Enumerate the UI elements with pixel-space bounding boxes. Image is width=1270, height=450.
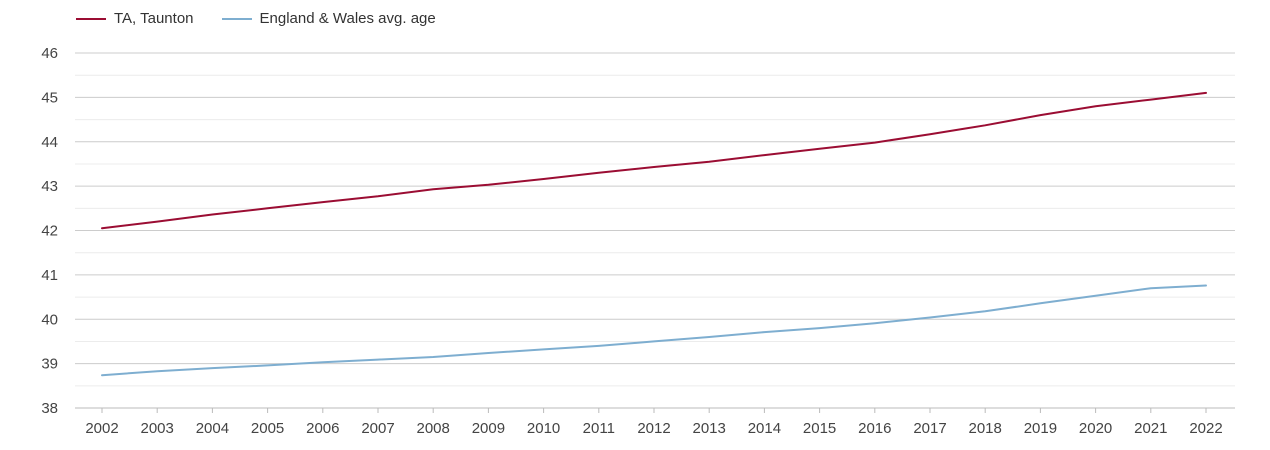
x-tick-label: 2004	[196, 420, 229, 437]
x-tick-label: 2005	[251, 420, 284, 437]
y-tick-label: 41	[41, 267, 58, 284]
y-tick-label: 43	[41, 178, 58, 195]
x-tick-label: 2020	[1079, 420, 1112, 437]
legend-item-taunton[interactable]: TA, Taunton	[76, 10, 194, 27]
y-tick-label: 39	[41, 356, 58, 373]
y-tick-label: 42	[41, 223, 58, 240]
legend-swatch-england-wales	[221, 17, 252, 20]
x-tick-label: 2008	[417, 420, 450, 437]
y-tick-label: 44	[41, 134, 58, 151]
x-tick-label: 2022	[1189, 420, 1222, 437]
x-tick-label: 2017	[913, 420, 946, 437]
x-tick-label: 2012	[637, 420, 670, 437]
legend-item-england-wales[interactable]: England & Wales avg. age	[221, 10, 436, 27]
x-tick-label: 2019	[1024, 420, 1057, 437]
y-tick-label: 46	[41, 45, 58, 62]
x-tick-label: 2002	[85, 420, 118, 437]
gridlines	[75, 52, 1235, 409]
series-line-england-wales[interactable]	[101, 284, 1207, 377]
legend-swatch-taunton	[76, 17, 106, 20]
y-axis: 38 39 40 41 42 43 44 45 46	[41, 45, 58, 417]
x-tick-label: 2015	[803, 420, 836, 437]
legend-label-taunton: TA, Taunton	[114, 10, 194, 27]
y-tick-label: 38	[41, 400, 58, 417]
y-tick-label: 40	[41, 311, 58, 328]
y-tick-label: 45	[41, 89, 58, 106]
x-tick-label: 2009	[472, 420, 505, 437]
x-tick-label: 2013	[693, 420, 726, 437]
x-tick-label: 2006	[306, 420, 339, 437]
x-tick-label: 2016	[858, 420, 891, 437]
legend: TA, Taunton England & Wales avg. age	[76, 10, 436, 27]
x-tick-label: 2018	[969, 420, 1002, 437]
x-tick-label: 2014	[748, 420, 781, 437]
series-line-taunton[interactable]	[101, 91, 1207, 230]
x-tick-label: 2011	[583, 420, 615, 437]
x-tick-label: 2010	[527, 420, 560, 437]
x-tick-label: 2003	[141, 420, 174, 437]
x-tick-label: 2021	[1134, 420, 1167, 437]
x-tick-label: 2007	[361, 420, 394, 437]
series-lines	[101, 91, 1207, 377]
x-axis: 2002 2003 2004 2005 2006 2007 2008 2009 2010 2011…	[85, 408, 1223, 437]
legend-label-england-wales: England & Wales avg. age	[259, 10, 436, 27]
